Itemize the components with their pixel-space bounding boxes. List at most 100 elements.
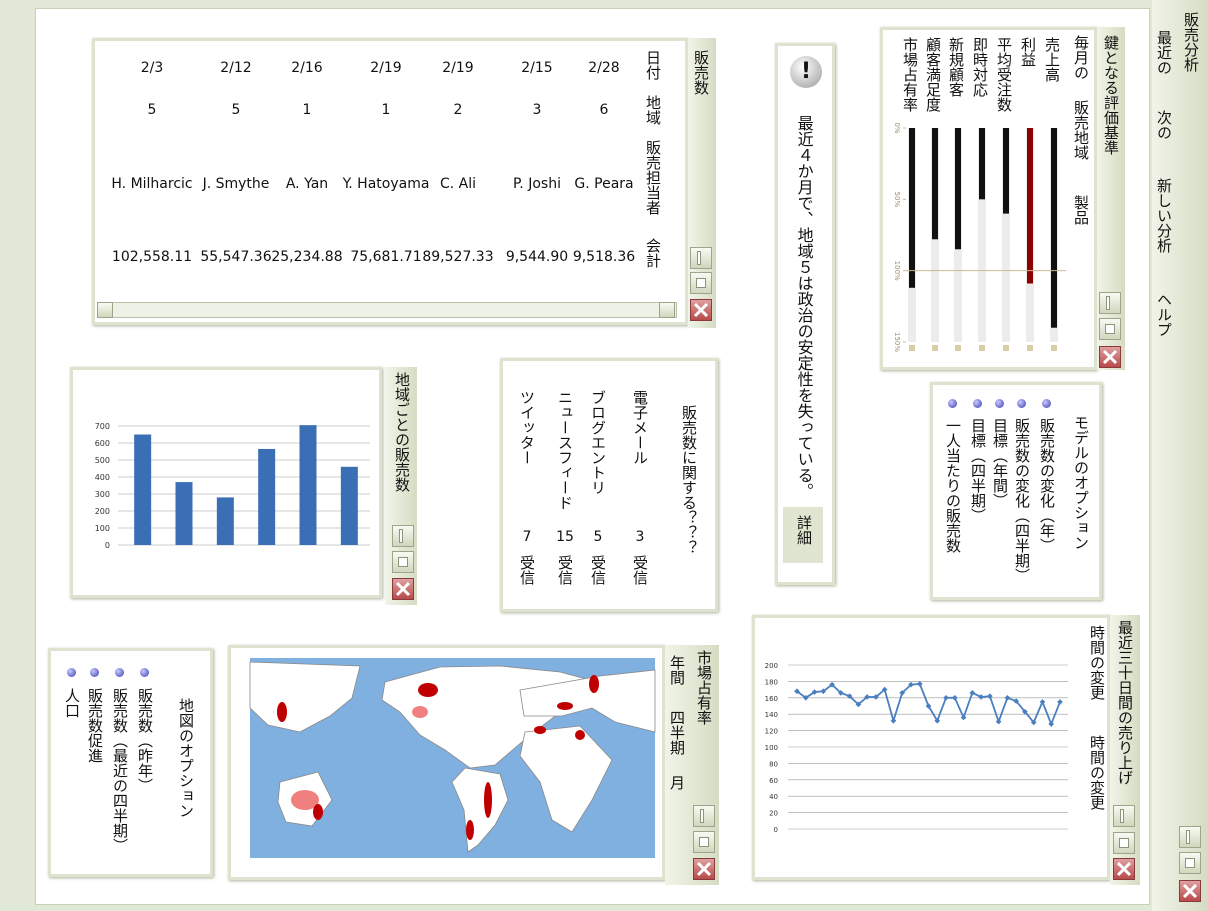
- maximize-button[interactable]: [392, 551, 414, 573]
- option[interactable]: 目標（四半期）: [969, 418, 987, 523]
- maximize-button[interactable]: [690, 272, 712, 294]
- sales-table-panel: [92, 38, 688, 325]
- tab[interactable]: 毎月の: [1072, 35, 1090, 80]
- panel-title: 最近三十日間の売り上げ: [1116, 620, 1134, 785]
- close-button[interactable]: [1113, 858, 1135, 880]
- menu-item[interactable]: ヘルプ: [1155, 292, 1173, 337]
- cell: 2/15: [521, 60, 553, 76]
- option[interactable]: 目標（年間）: [991, 418, 1009, 508]
- period-tab[interactable]: 年間: [668, 655, 686, 685]
- cell: 6: [599, 102, 609, 118]
- radio-bullet[interactable]: [90, 668, 99, 677]
- cell: H. Milharcic: [111, 176, 193, 192]
- option[interactable]: 販売数促進: [86, 688, 104, 763]
- message-source: ツイッター: [518, 390, 536, 465]
- message-status: 受信: [589, 555, 607, 585]
- cell: 2/19: [442, 60, 474, 76]
- scroll-left[interactable]: [97, 302, 113, 318]
- message-source: ブログエントリ: [589, 390, 607, 495]
- message-status: 受信: [556, 555, 574, 585]
- cell: 2/3: [140, 60, 164, 76]
- message-source: 電子メール: [631, 390, 649, 465]
- messages-panel: [500, 358, 718, 612]
- minimize-button[interactable]: [1113, 805, 1135, 827]
- metric-label: 利益: [1019, 37, 1037, 67]
- menu-title: 販売分析: [1182, 12, 1200, 72]
- control[interactable]: 時間の変更: [1088, 625, 1106, 700]
- row-label: 会計: [644, 238, 662, 268]
- maximize-button[interactable]: [1099, 318, 1121, 340]
- message-count: 15: [556, 529, 574, 545]
- radio-bullet[interactable]: [1017, 399, 1026, 408]
- minimize-button[interactable]: [1099, 292, 1121, 314]
- metric-label: 市場占有率: [901, 37, 919, 112]
- close-button[interactable]: [693, 858, 715, 880]
- message-count: 7: [522, 529, 532, 545]
- maximize-button[interactable]: [693, 831, 715, 853]
- radio-bullet[interactable]: [1042, 399, 1051, 408]
- message-source: ニュースフィード: [556, 390, 574, 510]
- control[interactable]: 時間の変更: [1088, 735, 1106, 810]
- menu-item[interactable]: 次の: [1155, 110, 1173, 140]
- menu-item[interactable]: 新しい分析: [1155, 178, 1173, 253]
- radio-bullet[interactable]: [140, 668, 149, 677]
- menu-item[interactable]: 最近の: [1155, 30, 1173, 75]
- kpi-panel: [880, 27, 1097, 370]
- recent-sales-panel: [752, 615, 1110, 880]
- tab[interactable]: 製品: [1072, 195, 1090, 225]
- close-button[interactable]: [1099, 346, 1121, 368]
- radio-bullet[interactable]: [115, 668, 124, 677]
- option[interactable]: 販売数の変化（四半期）: [1013, 418, 1031, 583]
- close-button[interactable]: [690, 299, 712, 321]
- panel-title: 地域ごとの販売数: [393, 372, 411, 492]
- metric-label: 顧客満足度: [924, 37, 942, 112]
- cell: 55,547.36: [200, 249, 272, 265]
- metric-label: 新規顧客: [947, 37, 965, 97]
- radio-bullet[interactable]: [948, 399, 957, 408]
- maximize-button[interactable]: [1179, 852, 1201, 874]
- option[interactable]: 一人当たりの販売数: [944, 418, 962, 553]
- cell: G. Peara: [574, 176, 634, 192]
- period-tab[interactable]: 月: [668, 775, 686, 790]
- minimize-button[interactable]: [693, 805, 715, 827]
- panel-title: 市場占有率: [695, 650, 713, 725]
- period-tab[interactable]: 四半期: [668, 710, 686, 755]
- option[interactable]: 販売数の変化（年）: [1038, 418, 1056, 553]
- alert-panel: [775, 43, 835, 585]
- cell: 2: [453, 102, 463, 118]
- minimize-button[interactable]: [392, 525, 414, 547]
- cell: 2/28: [588, 60, 620, 76]
- minimize-button[interactable]: [1179, 826, 1201, 848]
- cell: 1: [381, 102, 391, 118]
- close-button[interactable]: [392, 578, 414, 600]
- scrollbar: [97, 302, 677, 318]
- cell: 9,544.90: [505, 249, 569, 265]
- panel-title: 販売数: [692, 50, 710, 95]
- maximize-button[interactable]: [1113, 832, 1135, 854]
- option[interactable]: 販売数（昨年）: [136, 688, 154, 793]
- tab[interactable]: 販売地域: [1072, 100, 1090, 160]
- details-button-label[interactable]: 詳細: [795, 515, 813, 545]
- panel-title: 地図のオプション: [177, 698, 195, 818]
- close-button[interactable]: [1179, 880, 1201, 902]
- radio-bullet[interactable]: [973, 399, 982, 408]
- cell: 2/16: [291, 60, 323, 76]
- metric-label: 平均受注数: [995, 37, 1013, 112]
- cell: C. Ali: [439, 176, 477, 192]
- radio-bullet[interactable]: [67, 668, 76, 677]
- cell: 9,518.36: [572, 249, 636, 265]
- minimize-button[interactable]: [690, 247, 712, 269]
- cell: 2/12: [220, 60, 252, 76]
- message-count: 3: [635, 529, 645, 545]
- cell: 3: [532, 102, 542, 118]
- scroll-right[interactable]: [659, 302, 675, 318]
- cell: 1: [302, 102, 312, 118]
- option[interactable]: 販売数（最近の四半期）: [111, 688, 129, 853]
- regional-sales-panel: [70, 367, 382, 598]
- alert-icon: !: [790, 56, 822, 88]
- details-button[interactable]: [783, 507, 823, 563]
- option[interactable]: 人口: [63, 688, 81, 718]
- metric-label: 売上高: [1043, 37, 1061, 82]
- radio-bullet[interactable]: [995, 399, 1004, 408]
